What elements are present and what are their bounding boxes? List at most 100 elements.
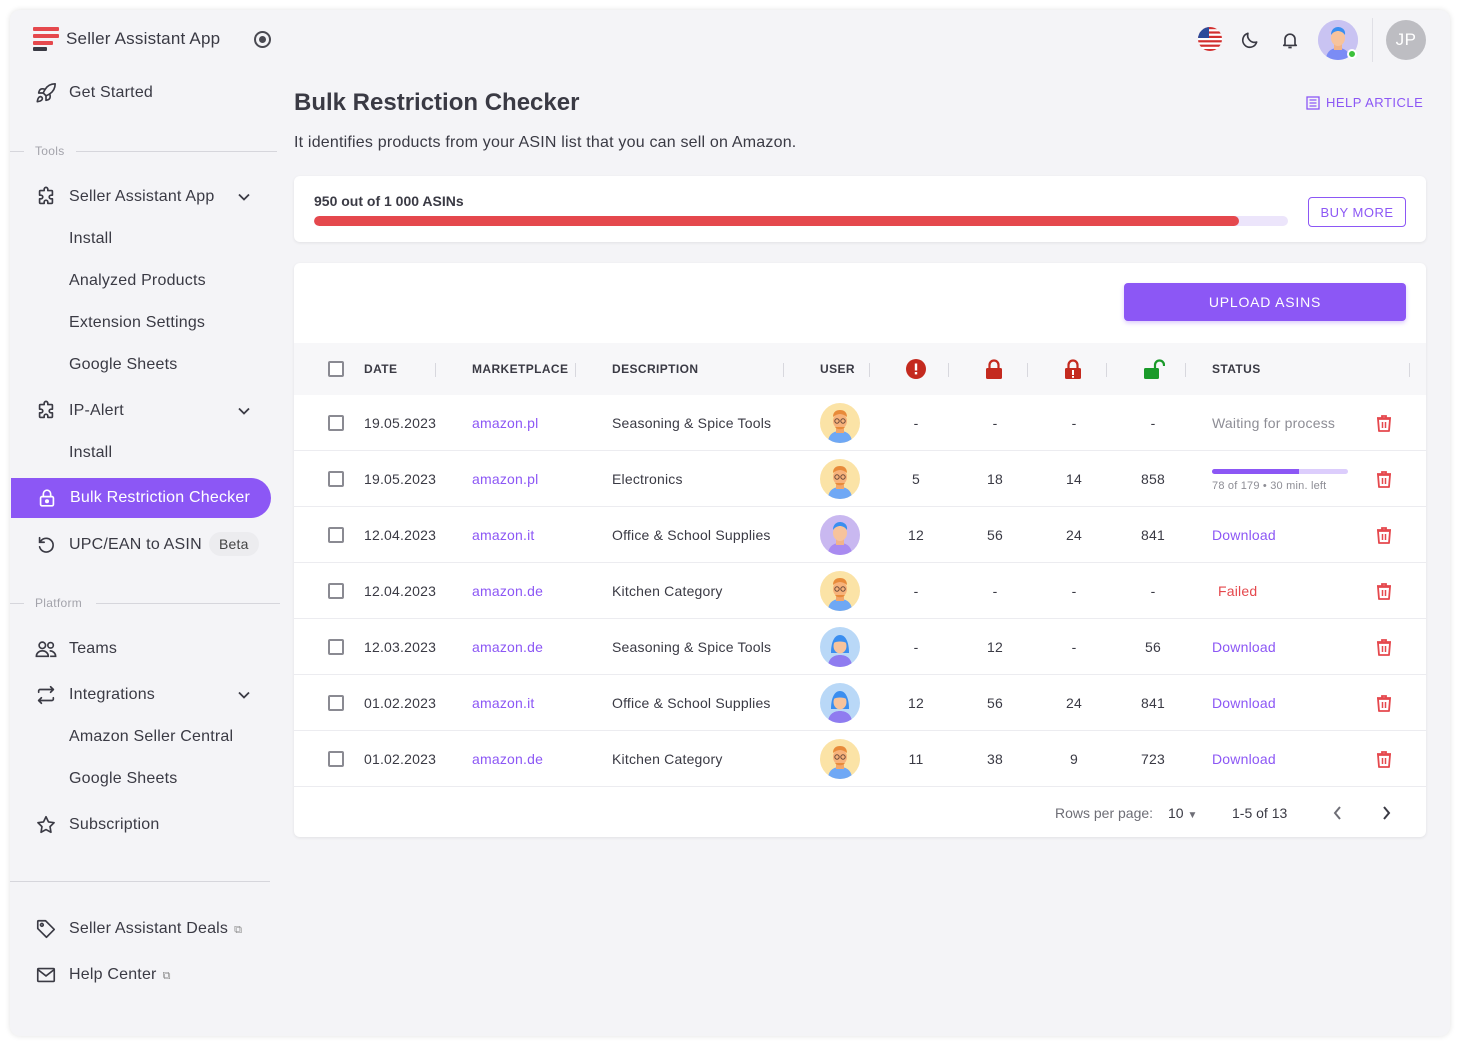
- marketplace-link[interactable]: amazon.de: [472, 751, 544, 767]
- row-checkbox[interactable]: [328, 451, 344, 507]
- nav-subscription[interactable]: Subscription: [10, 805, 280, 845]
- table-header: DATE MARKETPLACE DESCRIPTION USER: [294, 343, 1426, 395]
- cell-unlocked: -: [1150, 583, 1156, 599]
- header-description[interactable]: DESCRIPTION: [612, 362, 699, 376]
- marketplace-link[interactable]: amazon.de: [472, 639, 544, 655]
- nav-upc-ean-to-asin[interactable]: UPC/EAN to ASIN Beta: [10, 525, 280, 565]
- cell-locked: -: [992, 583, 998, 599]
- chevron-down-icon[interactable]: [237, 404, 251, 418]
- nav-bulk-restriction-checker[interactable]: Bulk Restriction Checker: [11, 478, 271, 518]
- dark-mode-icon[interactable]: [1240, 30, 1260, 50]
- header-status[interactable]: STATUS: [1212, 362, 1261, 376]
- nav-integrations-google-sheets[interactable]: Google Sheets: [69, 770, 178, 787]
- download-link[interactable]: Download: [1212, 639, 1276, 655]
- delete-button[interactable]: [1374, 619, 1394, 675]
- header-restricted[interactable]: [906, 343, 926, 395]
- marketplace-link[interactable]: amazon.pl: [472, 471, 539, 487]
- nav-ip-alert[interactable]: IP-Alert: [10, 391, 280, 431]
- table-row[interactable]: 12.03.2023 amazon.de Seasoning & Spice Too…: [294, 619, 1426, 675]
- delete-button[interactable]: [1374, 731, 1394, 787]
- nav-help-center[interactable]: Help Center ⧉: [10, 955, 280, 995]
- nav-seller-install[interactable]: Install: [69, 230, 113, 247]
- sidebar-toggle-icon[interactable]: [254, 31, 271, 48]
- header-date[interactable]: DATE: [364, 362, 398, 376]
- delete-button[interactable]: [1374, 507, 1394, 563]
- header-locked[interactable]: [985, 343, 1003, 395]
- user-avatar[interactable]: [1318, 20, 1358, 60]
- user-avatar: [820, 571, 860, 611]
- buy-more-button[interactable]: BUY MORE: [1308, 197, 1406, 227]
- cell-locked-warning: 14: [1066, 471, 1082, 487]
- table-card: UPLOAD ASINS DATE MARKETPLACE DESCRIPTIO…: [294, 263, 1426, 837]
- marketplace-link[interactable]: amazon.pl: [472, 415, 539, 431]
- header-locked-warning[interactable]: [1064, 343, 1082, 395]
- download-link[interactable]: Download: [1212, 527, 1276, 543]
- header-user[interactable]: USER: [820, 362, 855, 376]
- user-avatar: [820, 627, 860, 667]
- account-initials-avatar[interactable]: JP: [1386, 20, 1426, 60]
- cell-restricted: -: [913, 583, 919, 599]
- nav-extension-settings[interactable]: Extension Settings: [69, 314, 206, 331]
- quota-text: 950 out of 1 000 ASINs: [314, 193, 464, 209]
- header-marketplace[interactable]: MARKETPLACE: [472, 362, 569, 376]
- marketplace-link[interactable]: amazon.it: [472, 695, 535, 711]
- table-row[interactable]: 19.05.2023 amazon.pl Electronics 5 18 14 858 78…: [294, 451, 1426, 507]
- status-failed: Failed: [1218, 583, 1258, 599]
- cell-locked: 18: [987, 471, 1003, 487]
- nav-seller-assistant-deals[interactable]: Seller Assistant Deals ⧉: [10, 909, 280, 949]
- marketplace-link[interactable]: amazon.it: [472, 527, 535, 543]
- table-row[interactable]: 19.05.2023 amazon.pl Seasoning & Spice Too…: [294, 395, 1426, 451]
- chevron-down-icon[interactable]: [237, 190, 251, 204]
- delete-button[interactable]: [1374, 395, 1394, 451]
- marketplace-link[interactable]: amazon.de: [472, 583, 544, 599]
- bell-icon[interactable]: [1280, 30, 1300, 50]
- nav-seller-assistant-app[interactable]: Seller Assistant App: [10, 177, 280, 217]
- nav-amazon-seller-central[interactable]: Amazon Seller Central: [69, 728, 234, 745]
- nav-analyzed-products[interactable]: Analyzed Products: [69, 272, 206, 289]
- nav-label: Subscription: [69, 816, 160, 833]
- help-article-link[interactable]: HELP ARTICLE: [1306, 95, 1423, 110]
- select-all-checkbox[interactable]: [328, 343, 344, 395]
- download-link[interactable]: Download: [1212, 751, 1276, 767]
- user-avatar-cell: [820, 395, 860, 451]
- row-checkbox[interactable]: [328, 395, 344, 451]
- rows-per-page-select[interactable]: 10 ▼: [1168, 805, 1198, 821]
- table-row[interactable]: 12.04.2023 amazon.de Kitchen Category - - - - F…: [294, 563, 1426, 619]
- us-flag-icon[interactable]: [1198, 27, 1222, 51]
- chevron-down-icon[interactable]: [237, 688, 251, 702]
- cell-unlocked: 723: [1141, 751, 1165, 767]
- nav-get-started[interactable]: Get Started: [10, 73, 280, 113]
- row-checkbox[interactable]: [328, 731, 344, 787]
- nav-label: Seller Assistant App: [69, 188, 215, 205]
- upload-asins-button[interactable]: UPLOAD ASINS: [1124, 283, 1406, 321]
- nav-integrations[interactable]: Integrations: [10, 675, 280, 715]
- row-checkbox[interactable]: [328, 619, 344, 675]
- brand[interactable]: Seller Assistant App: [33, 27, 220, 51]
- row-checkbox[interactable]: [328, 507, 344, 563]
- delete-button[interactable]: [1374, 675, 1394, 731]
- table-row[interactable]: 01.02.2023 amazon.de Kitchen Category 11 38 9…: [294, 731, 1426, 787]
- delete-button[interactable]: [1374, 451, 1394, 507]
- download-link[interactable]: Download: [1212, 695, 1276, 711]
- chevron-left-icon[interactable]: [1331, 804, 1345, 822]
- nav-ip-install[interactable]: Install: [69, 444, 113, 461]
- external-link-icon: ⧉: [234, 924, 243, 936]
- cell-locked-warning: 9: [1070, 751, 1078, 767]
- cell-description: Seasoning & Spice Tools: [612, 639, 772, 655]
- table-row[interactable]: 12.04.2023 amazon.it Office & School Suppl…: [294, 507, 1426, 563]
- nav-google-sheets[interactable]: Google Sheets: [69, 356, 178, 373]
- nav-label: Get Started: [69, 84, 154, 101]
- mail-icon: [34, 963, 58, 987]
- cell-unlocked: 841: [1141, 527, 1165, 543]
- user-avatar-cell: [820, 731, 860, 787]
- row-checkbox[interactable]: [328, 563, 344, 619]
- delete-button[interactable]: [1374, 563, 1394, 619]
- chevron-right-icon[interactable]: [1379, 804, 1393, 822]
- header-unlocked[interactable]: [1143, 343, 1165, 395]
- row-checkbox[interactable]: [328, 675, 344, 731]
- lock-red-icon: [986, 359, 1002, 379]
- nav-teams[interactable]: Teams: [10, 629, 280, 669]
- table-row[interactable]: 01.02.2023 amazon.it Office & School Suppl…: [294, 675, 1426, 731]
- progress-status: 78 of 179 • 30 min. left: [1212, 467, 1352, 492]
- cell-status: Download: [1212, 731, 1276, 787]
